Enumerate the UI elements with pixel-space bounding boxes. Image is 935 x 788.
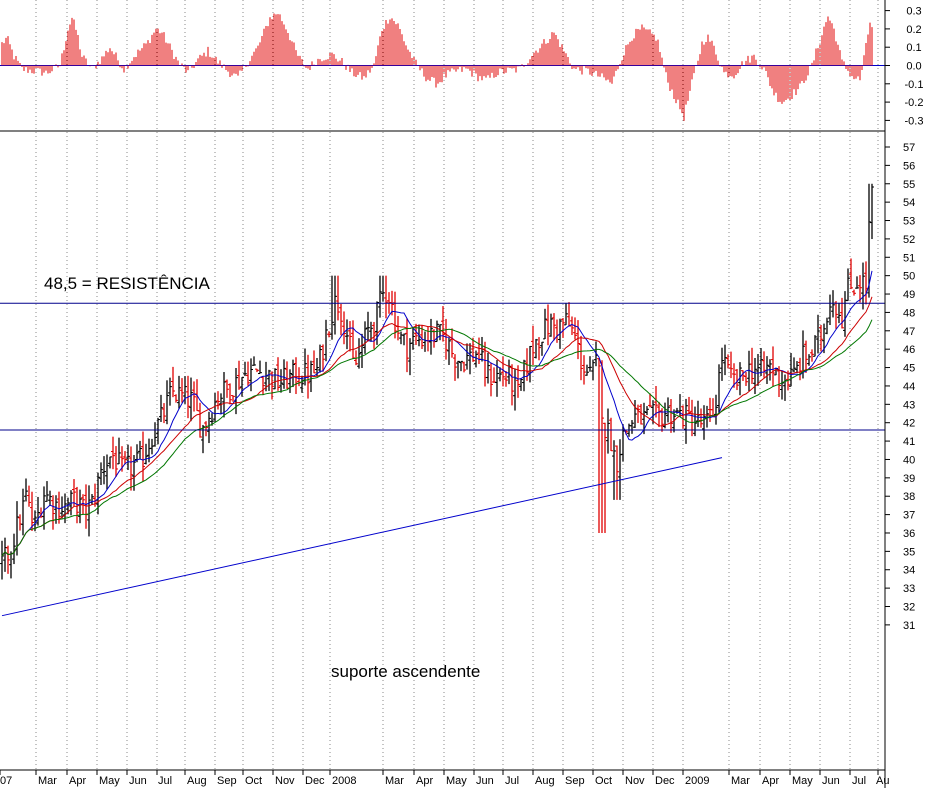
- y-tick-label: 47: [903, 326, 915, 338]
- x-tick-label: Dec: [305, 775, 325, 787]
- x-tick-label: 07: [0, 775, 12, 787]
- y-tick-label: 37: [903, 510, 915, 522]
- x-tick-label: May: [446, 775, 467, 787]
- y-tick-label: 44: [903, 381, 915, 393]
- x-tick-label: 2008: [332, 775, 356, 787]
- support-annotation: suporte ascendente: [331, 662, 480, 681]
- x-tick-label: May: [792, 775, 813, 787]
- y-tick-label: 56: [903, 160, 915, 172]
- x-tick-label: Oct: [245, 775, 262, 787]
- y-tick-label: -0.3: [905, 115, 924, 127]
- y-tick-label: 0.0: [906, 61, 921, 73]
- x-tick-label: Sep: [565, 775, 585, 787]
- x-tick-label: Jul: [505, 775, 519, 787]
- y-tick-label: 50: [903, 271, 915, 283]
- y-tick-label: 48: [903, 307, 915, 319]
- y-tick-label: 39: [903, 473, 915, 485]
- x-tick-label: Aug: [535, 775, 555, 787]
- y-tick-label: 55: [903, 179, 915, 191]
- ascending-support-trendline: [1, 457, 723, 617]
- y-tick-label: 49: [903, 289, 915, 301]
- price-y-axis: 57 56 55 54 53 52 51 50 49 48 47 46 45 44 43 42 41 40 39 38…: [885, 142, 915, 632]
- y-tick-label: 53: [903, 216, 915, 228]
- y-tick-label: 52: [903, 234, 915, 246]
- x-tick-label: Jun: [822, 775, 840, 787]
- x-tick-label: Sep: [217, 775, 237, 787]
- y-tick-label: 0.1: [906, 42, 921, 54]
- y-tick-label: 57: [903, 142, 915, 154]
- y-tick-label: 0.2: [906, 24, 921, 36]
- y-tick-label: 42: [903, 418, 915, 430]
- x-tick-label: Jul: [852, 775, 866, 787]
- x-tick-label: Nov: [625, 775, 645, 787]
- x-tick-label: Mar: [385, 775, 404, 787]
- x-tick-label: Jul: [158, 775, 172, 787]
- moving-average-10: [1, 270, 873, 557]
- oscillator-y-axis: 0.3 0.2 0.1 0.0 -0.1 -0.2 -0.3: [885, 6, 924, 127]
- y-tick-label: 38: [903, 491, 915, 503]
- y-tick-label: 35: [903, 546, 915, 558]
- x-tick-label: 2009: [685, 775, 709, 787]
- x-tick-label: Apr: [69, 775, 86, 787]
- x-tick-label: Apr: [762, 775, 779, 787]
- y-tick-label: 31: [903, 620, 915, 632]
- y-tick-label: 51: [903, 252, 915, 264]
- price-panel: [0, 0, 885, 770]
- y-tick-label: 34: [903, 565, 915, 577]
- y-tick-label: 41: [903, 436, 915, 448]
- oscillator-panel: [0, 13, 885, 121]
- moving-average-30: [1, 319, 873, 557]
- x-tick-label: Jun: [476, 775, 494, 787]
- x-tick-label: Mar: [38, 775, 57, 787]
- oscillator-bars: [1, 13, 873, 121]
- x-tick-label: Oct: [595, 775, 612, 787]
- x-tick-label: Au: [876, 775, 889, 787]
- y-tick-label: 0.3: [906, 6, 921, 18]
- y-tick-label: 54: [903, 197, 915, 209]
- x-tick-label: Aug: [187, 775, 207, 787]
- price-bars: [0, 183, 874, 580]
- y-tick-label: 40: [903, 454, 915, 466]
- x-tick-label: Nov: [275, 775, 295, 787]
- y-tick-label: 33: [903, 583, 915, 595]
- resistance-annotation: 48,5 = RESISTÊNCIA: [44, 274, 210, 293]
- x-axis: 07 Mar Apr May Jun Jul Aug Sep Oct Nov Dec 2008 Mar A…: [0, 770, 889, 787]
- y-tick-label: -0.2: [905, 97, 924, 109]
- vertical-gridlines: [35, 0, 879, 770]
- y-tick-label: 43: [903, 399, 915, 411]
- x-tick-label: May: [99, 775, 120, 787]
- x-tick-label: Mar: [731, 775, 750, 787]
- y-tick-label: 32: [903, 602, 915, 614]
- y-tick-label: -0.1: [905, 79, 924, 91]
- y-tick-label: 36: [903, 528, 915, 540]
- x-tick-label: Jun: [129, 775, 147, 787]
- x-tick-label: Dec: [655, 775, 675, 787]
- x-tick-label: Apr: [416, 775, 433, 787]
- y-tick-label: 46: [903, 344, 915, 356]
- moving-average-20: [1, 296, 873, 557]
- y-tick-label: 45: [903, 363, 915, 375]
